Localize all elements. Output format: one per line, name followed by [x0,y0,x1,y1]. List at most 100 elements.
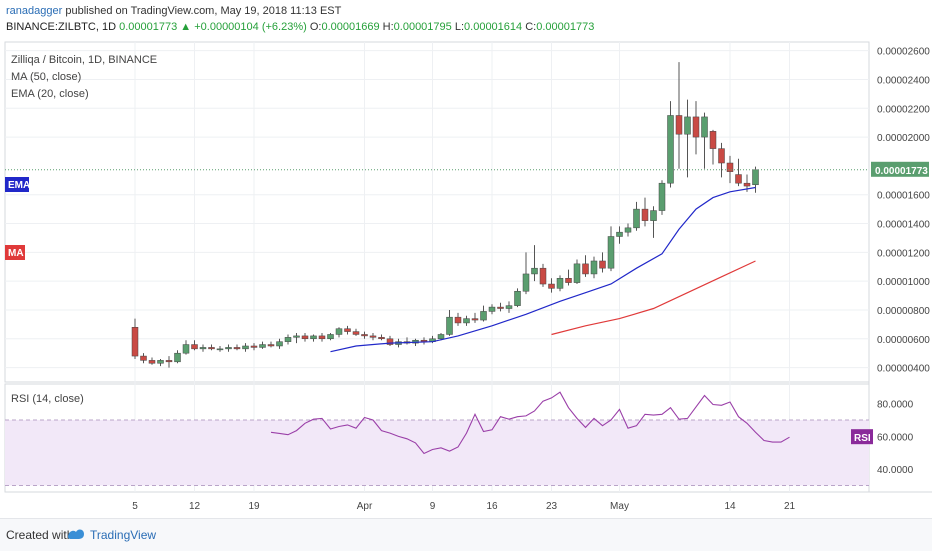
high-label: H: [382,21,394,33]
rsi-band-group [5,419,869,486]
price-pane[interactable] [4,41,870,383]
candle-body [259,344,266,348]
candle-body [675,115,683,135]
candle-body [335,328,343,335]
close-value: 0.00001773 [536,21,595,33]
candle-body [242,345,249,350]
candle-body [701,116,708,138]
candle-body [565,278,572,283]
chart-canvas[interactable]: 0.00000400 0.00000600 0.00000800 0.00001000… [0,0,932,518]
candle-body [743,182,751,187]
rsi-line [270,391,790,455]
candle-body [327,334,334,340]
candle-body [352,331,360,335]
candle-body [369,335,377,338]
candle-body [386,338,394,345]
candle-body [752,169,759,186]
rsi-badge: RSI [854,433,871,444]
price-axis-labels: 0.00000400 0.00000600 0.00000800 0.00001000… [877,47,930,375]
candle-body [650,210,657,221]
candles-group [131,62,759,368]
price-tick-label: 0.00002000 [877,133,930,144]
candle-body [684,116,691,135]
candle-body [182,344,190,354]
candle-body [310,335,317,340]
candle-body [446,316,453,335]
candle-body [607,236,615,269]
low-value: 0.00001614 [464,21,523,33]
grid-lines [5,42,869,492]
candle-body [378,337,385,340]
candle-body [735,174,742,184]
time-tick-label: Apr [357,501,373,512]
time-tick-label: 23 [546,501,558,512]
candle-body [250,345,258,348]
candle-body [361,334,368,337]
candle-body [131,327,139,357]
rsi-axis-labels: 80.0000 60.0000 40.0000 [877,400,914,476]
candle-body [539,267,547,285]
candle-body [522,273,530,292]
candle-body [556,278,564,289]
ma-badge: MA [8,248,24,259]
candle-body [633,208,640,229]
legend-title: Zilliqa / Bitcoin, 1D, BINANCE [11,54,157,66]
author-link[interactable]: ranadagger [6,5,63,17]
candle-body [573,263,581,283]
tradingview-brand[interactable]: TradingView [90,528,157,542]
time-axis-labels: 5 12 19 Apr 9 16 23 May 14 21 [132,501,795,512]
candle-body [140,355,147,361]
candle-body [709,131,717,149]
rsi-badge-bg [851,429,873,445]
ema-badge-bg [5,177,29,192]
candle-body [174,352,181,363]
symbol-label: BINANCE:ZILBTC, 1D [6,21,117,33]
candle-body [318,335,326,340]
price-tick-label: 0.00002600 [877,47,930,58]
time-tick-label: 12 [189,501,201,512]
up-triangle-icon: ▲ [180,21,192,33]
time-tick-label: May [610,501,629,512]
legend-ema[interactable]: EMA (20, close) [11,88,89,100]
candle-body [658,182,666,211]
ema-badge: EMA [8,180,30,191]
candle-body [616,231,623,237]
legend-ma[interactable]: MA (50, close) [11,71,81,83]
candle-body [157,360,164,364]
candle-body [293,335,300,338]
ma-badge-bg [5,245,25,260]
candle-body [208,347,215,350]
indicator-lines [270,186,790,455]
candle-body [548,283,555,289]
candle-body [471,318,479,321]
price-tick-label: 0.00001200 [877,248,930,259]
candle-body [344,328,351,332]
rsi-tick-label: 60.0000 [877,432,914,443]
candle-body [718,148,725,164]
candle-body [437,334,445,340]
candle-body [463,318,470,324]
time-tick-label: 5 [132,501,138,512]
price-tick-label: 0.00001600 [877,191,930,202]
candle-body [488,306,496,312]
candle-body [480,311,487,321]
candle-body [692,116,700,138]
candle-body [191,344,198,350]
candle-body [514,290,521,306]
ma-line [551,260,756,336]
candle-body [276,341,283,347]
price-tick-label: 0.00002400 [877,75,930,86]
candle-body [505,305,513,309]
legend-rsi[interactable]: RSI (14, close) [11,393,84,405]
candle-body [301,335,309,340]
candle-body [582,263,589,275]
last-price: 0.00001773 [119,21,178,33]
time-tick-label: 14 [724,501,736,512]
ema-line [330,186,756,353]
candle-body [726,162,734,172]
candle-body [667,115,674,184]
candle-body [225,347,232,350]
candle-body [199,347,207,350]
publish-line: ranadagger published on TradingView.com,… [6,3,594,19]
candle-body [497,306,504,309]
